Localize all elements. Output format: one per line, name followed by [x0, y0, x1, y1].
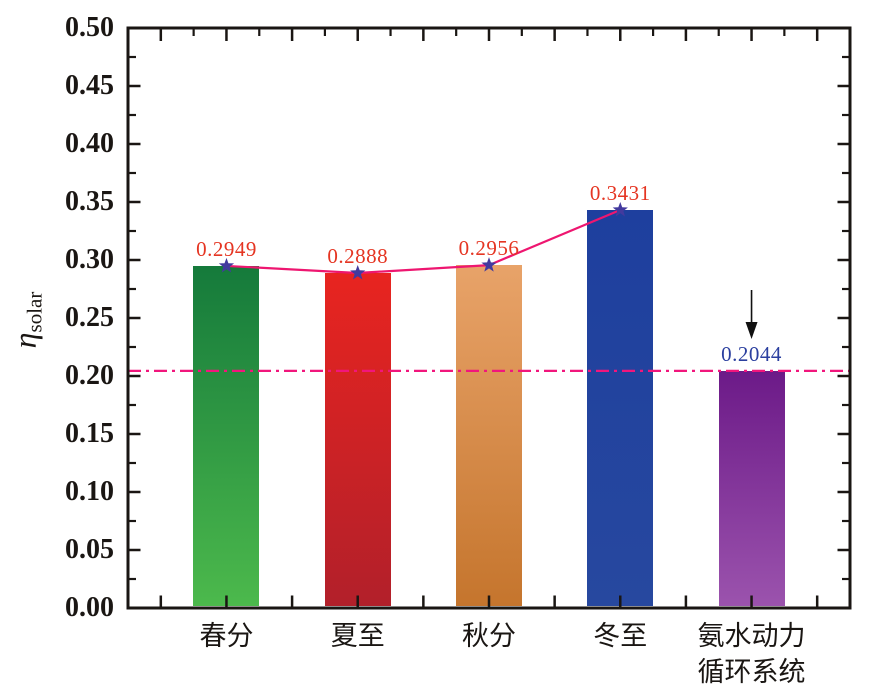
x-tick-label: 氨水动力 循环系统 [697, 621, 806, 687]
y-tick-label: 0.15 [65, 418, 114, 449]
x-tick-label: 冬至 [593, 621, 648, 651]
x-tick-label: 秋分 [462, 621, 516, 651]
y-tick-label: 0.10 [65, 476, 114, 507]
bar-value-label: 0.2956 [458, 236, 520, 261]
y-tick-label: 0.45 [65, 70, 114, 101]
y-tick-label: 0.20 [65, 360, 114, 391]
y-tick-label: 0.50 [65, 12, 114, 43]
x-tick-label: 夏至 [330, 621, 385, 651]
bar-value-label: 0.2949 [196, 236, 257, 261]
y-tick-label: 0.25 [65, 302, 114, 333]
bar [456, 265, 522, 607]
bar [718, 370, 785, 607]
bar [587, 210, 654, 607]
x-tick-label: 春分 [199, 621, 254, 651]
bar [193, 265, 260, 607]
down-arrow-head [745, 322, 758, 339]
y-tick-label: 0.30 [65, 244, 114, 275]
y-tick-label: 0.35 [65, 186, 114, 217]
y-tick-label: 0.00 [65, 592, 114, 623]
y-tick-label: 0.05 [65, 534, 114, 565]
bar-value-label: 0.2888 [327, 243, 389, 268]
bar [324, 272, 391, 607]
bar-value-label: 0.2044 [721, 341, 782, 366]
bar-value-label: 0.3431 [589, 181, 651, 205]
y-tick-label: 0.40 [65, 128, 114, 159]
